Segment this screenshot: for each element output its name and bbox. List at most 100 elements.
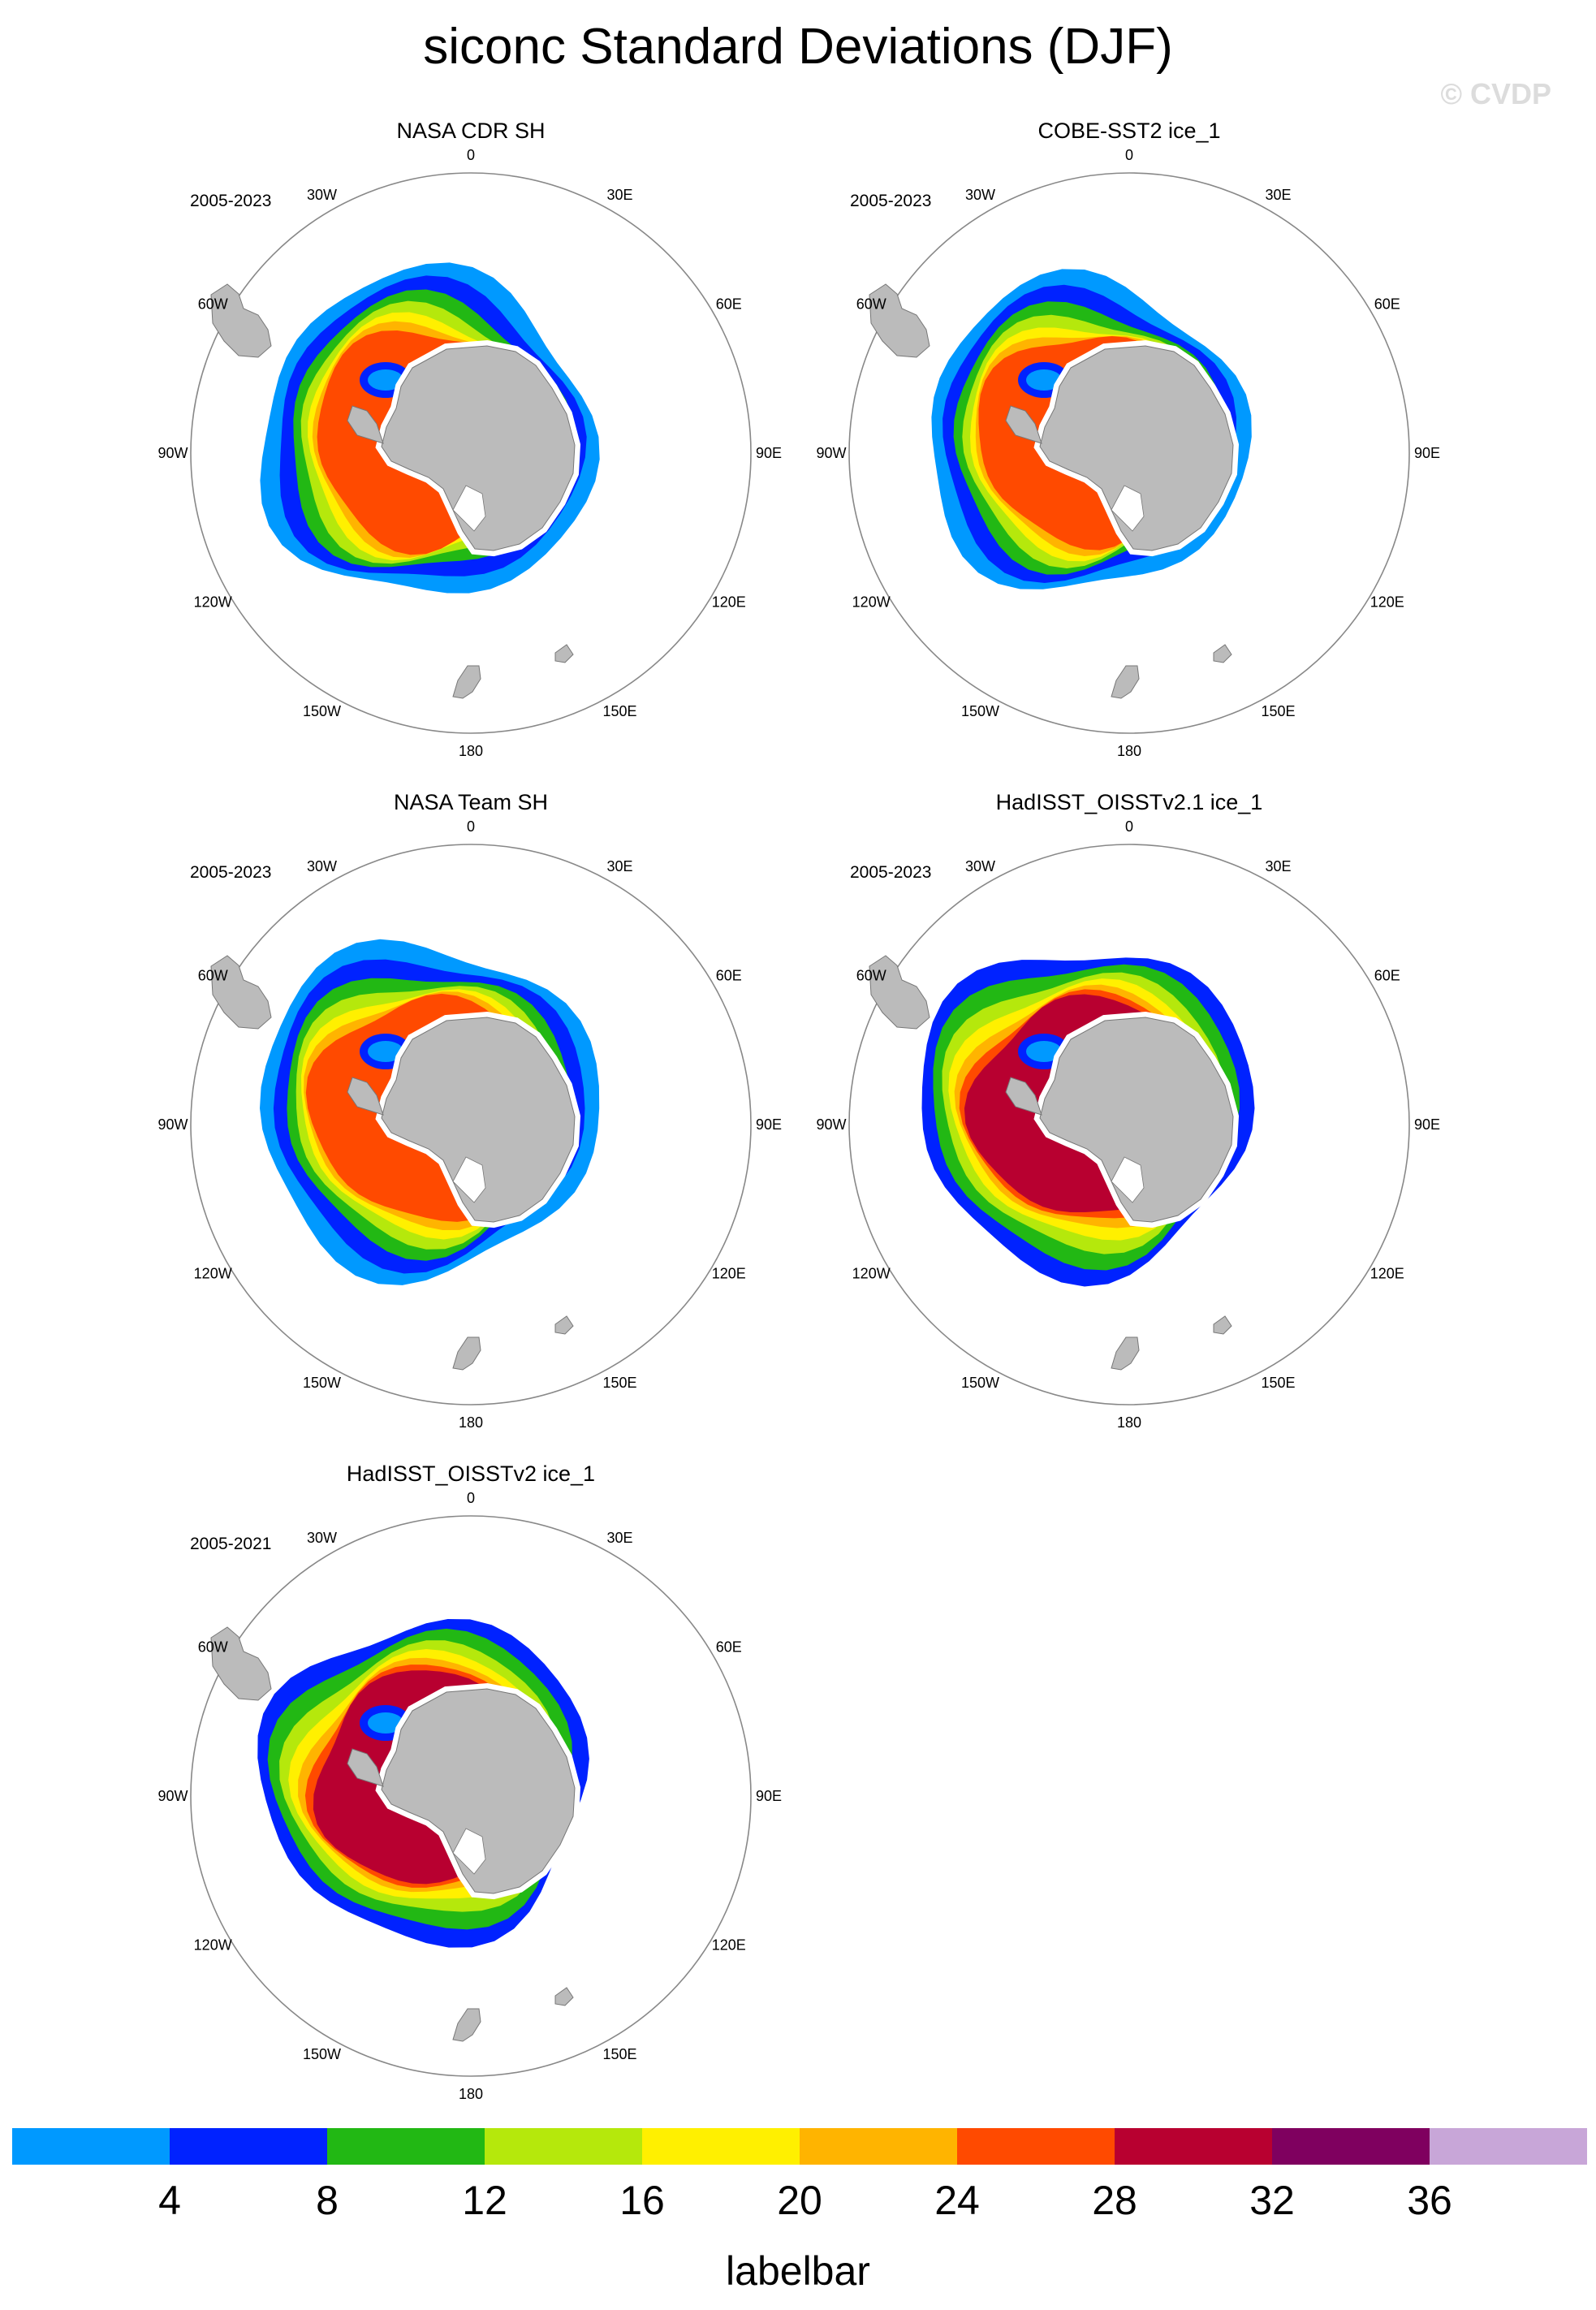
labelbar-tick-label: 36 xyxy=(1407,2178,1452,2223)
longitude-label: 30W xyxy=(307,187,337,203)
longitude-label: 150W xyxy=(303,2046,341,2062)
labelbar-box-9 xyxy=(1272,2128,1430,2165)
longitude-label: 120E xyxy=(712,1937,746,1954)
longitude-label: 150E xyxy=(602,2046,636,2062)
antarctica xyxy=(381,345,576,551)
longitude-label: 0 xyxy=(467,147,475,163)
longitude-label: 30E xyxy=(1265,187,1291,203)
labelbar-box-5 xyxy=(642,2128,800,2165)
weddell-sea-core xyxy=(1026,1041,1062,1062)
labelbar-tick-label: 12 xyxy=(462,2178,507,2223)
longitude-label: 150E xyxy=(602,703,636,719)
ross-ice-shelf xyxy=(452,1156,486,1203)
labelbar-tick-label: 8 xyxy=(316,2178,339,2223)
longitude-label: 150E xyxy=(1261,1375,1295,1391)
south-america-tip xyxy=(210,955,272,1030)
labelbar-box-7 xyxy=(957,2128,1115,2165)
longitude-label: 60W xyxy=(198,968,228,984)
watermark: © CVDP xyxy=(1440,77,1551,110)
longitude-label: 90E xyxy=(756,1788,782,1804)
map-panel-4: HadISST_OISSTv2.1 ice_1 2005-2023 0 30E 60… xyxy=(804,790,1454,1449)
labelbar-box-10 xyxy=(1430,2128,1587,2165)
new-zealand xyxy=(1111,1336,1140,1371)
longitude-label: 0 xyxy=(467,1490,475,1506)
longitude-label: 90E xyxy=(756,445,782,461)
south-america-tip xyxy=(869,283,930,358)
new-zealand xyxy=(452,2008,481,2042)
tasmania xyxy=(554,1987,574,2006)
longitude-label: 180 xyxy=(459,2086,483,2102)
longitude-label: 60W xyxy=(198,1639,228,1656)
period-label: 2005-2023 xyxy=(190,863,272,882)
longitude-label: 30W xyxy=(307,1530,337,1546)
antarctica xyxy=(381,1688,576,1894)
longitude-label: 120W xyxy=(194,594,232,611)
longitude-label: 120E xyxy=(1370,594,1404,611)
antarctica xyxy=(381,1017,576,1223)
longitude-label: 150E xyxy=(1261,703,1295,719)
panel-title: HadISST_OISSTv2.1 ice_1 xyxy=(995,790,1263,814)
labelbar-box-6 xyxy=(800,2128,957,2165)
land-masses xyxy=(210,955,581,1371)
longitude-label: 120W xyxy=(194,1266,232,1282)
weddell-sea-core xyxy=(1026,369,1062,391)
longitude-label: 120E xyxy=(712,1266,746,1282)
longitude-label: 120E xyxy=(712,594,746,611)
longitude-label: 0 xyxy=(1125,818,1133,835)
panel-title: NASA Team SH xyxy=(393,790,549,814)
labelbar-tick-label: 24 xyxy=(934,2178,980,2223)
ross-ice-shelf xyxy=(1111,1156,1145,1203)
labelbar-tick-label: 20 xyxy=(777,2178,822,2223)
antarctic-peninsula xyxy=(1005,1077,1042,1116)
labelbar-tick-label: 32 xyxy=(1249,2178,1295,2223)
south-america-tip xyxy=(210,1626,272,1701)
longitude-label: 30E xyxy=(1265,858,1291,874)
map-panel-1: NASA CDR SH 2005-2023 0 30E 60E 90E 120E 150E… xyxy=(146,119,796,778)
longitude-label: 180 xyxy=(459,743,483,759)
longitude-label: 0 xyxy=(467,818,475,835)
panel-title: COBE-SST2 ice_1 xyxy=(1037,119,1221,143)
land-masses xyxy=(210,283,581,699)
longitude-label: 90W xyxy=(816,445,846,461)
land-masses xyxy=(869,955,1240,1371)
longitude-label: 30W xyxy=(965,187,995,203)
longitude-label: 90E xyxy=(756,1116,782,1133)
longitude-label: 60E xyxy=(716,968,742,984)
antarctic-peninsula xyxy=(347,405,384,444)
antarctic-peninsula xyxy=(347,1748,384,1787)
ross-ice-shelf xyxy=(452,485,486,532)
panel-title: NASA CDR SH xyxy=(396,119,546,143)
tasmania xyxy=(554,644,574,663)
labelbar-title: labelbar xyxy=(726,2248,870,2294)
labelbar-tick-label: 16 xyxy=(619,2178,665,2223)
labelbar-box-8 xyxy=(1115,2128,1272,2165)
longitude-label: 90E xyxy=(1414,445,1440,461)
ross-ice-shelf xyxy=(452,1828,486,1875)
south-america-tip xyxy=(210,283,272,358)
panel-title: HadISST_OISSTv2 ice_1 xyxy=(346,1462,596,1486)
longitude-label: 30E xyxy=(606,187,632,203)
longitude-label: 30W xyxy=(307,858,337,874)
longitude-label: 180 xyxy=(459,1414,483,1431)
longitude-label: 60E xyxy=(716,1639,742,1656)
longitude-label: 180 xyxy=(1117,743,1141,759)
period-label: 2005-2023 xyxy=(190,192,272,210)
longitude-label: 120W xyxy=(194,1937,232,1954)
map-panel-3: NASA Team SH 2005-2023 0 30E 60E 90E 120E 150… xyxy=(146,790,796,1449)
map-panel-2: COBE-SST2 ice_1 2005-2023 0 30E 60E 90E 120E… xyxy=(804,119,1454,778)
weddell-sea-core xyxy=(368,1712,403,1734)
longitude-label: 150W xyxy=(303,703,341,719)
labelbar-box-1 xyxy=(12,2128,170,2165)
longitude-label: 60E xyxy=(716,296,742,313)
longitude-label: 120E xyxy=(1370,1266,1404,1282)
labelbar-box-3 xyxy=(327,2128,485,2165)
polar-map: 0 30E 60E 90E 120E 150E 180 150W 120W 90W 60W 30W xyxy=(157,818,782,1431)
period-label: 2005-2021 xyxy=(190,1535,272,1553)
labelbar-tick-label: 28 xyxy=(1092,2178,1137,2223)
period-label: 2005-2023 xyxy=(850,863,932,882)
longitude-label: 60E xyxy=(1374,968,1400,984)
polar-map: 0 30E 60E 90E 120E 150E 180 150W 120W 90W 60W 30W xyxy=(157,147,782,759)
polar-map: 0 30E 60E 90E 120E 150E 180 150W 120W 90W 60W 30W xyxy=(816,818,1440,1431)
longitude-label: 0 xyxy=(1125,147,1133,163)
ross-ice-shelf xyxy=(1111,485,1145,532)
